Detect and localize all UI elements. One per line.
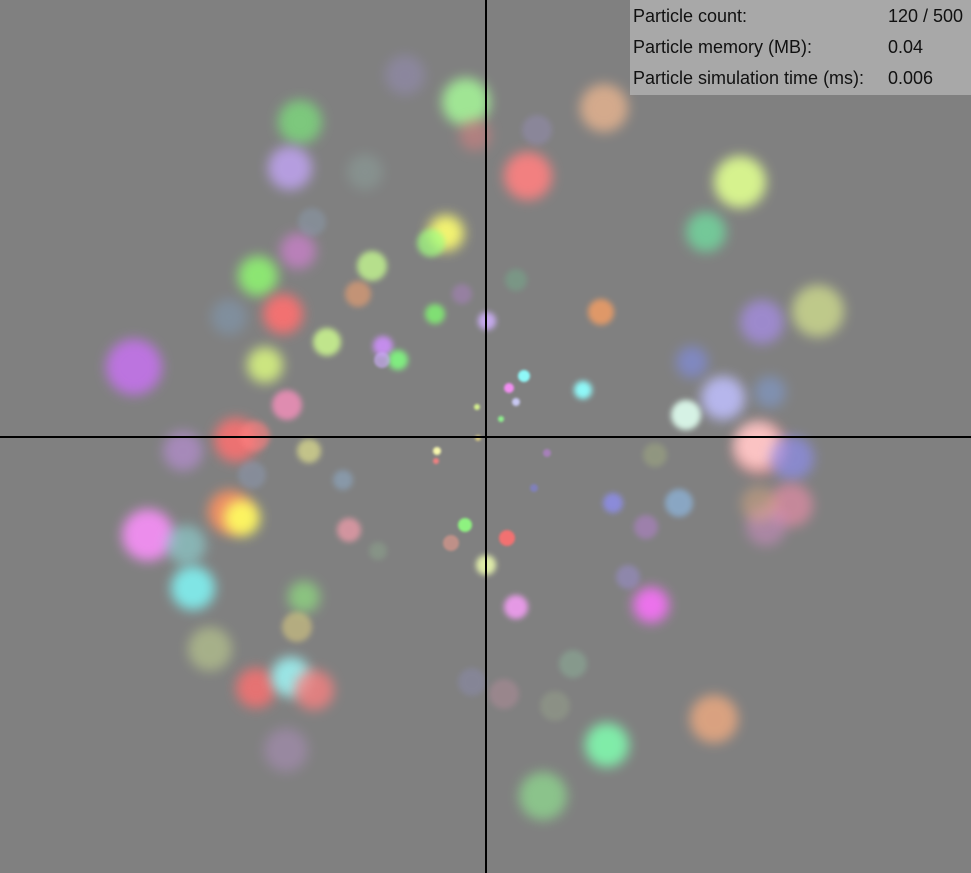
particle [373, 336, 393, 356]
particle [433, 458, 439, 464]
particle [504, 152, 552, 200]
particle [313, 328, 341, 356]
particle [369, 542, 387, 560]
particle [633, 587, 669, 623]
stat-value: 120 / 500 [888, 6, 964, 26]
particle [224, 500, 260, 536]
particle [282, 612, 312, 642]
particle [298, 208, 326, 236]
stat-label: Particle count: [633, 6, 748, 26]
particle [634, 515, 658, 539]
particle [518, 370, 530, 382]
particle [665, 489, 693, 517]
particle [297, 439, 321, 463]
particle [474, 404, 480, 410]
particle [643, 443, 667, 467]
particle [540, 691, 570, 721]
particle [478, 312, 496, 330]
particle [264, 728, 308, 772]
particle [425, 304, 445, 324]
particle [238, 256, 278, 296]
particle [530, 484, 538, 492]
particle [280, 233, 316, 269]
particle [603, 493, 623, 513]
particle [268, 146, 312, 190]
particle [452, 284, 472, 304]
particle [543, 449, 551, 457]
particle [489, 679, 519, 709]
horizontal-axis-line [0, 436, 971, 438]
particle [522, 115, 552, 145]
particle [333, 470, 353, 490]
particle [741, 486, 777, 522]
particle [498, 416, 504, 422]
particle [166, 525, 206, 565]
particle [247, 347, 283, 383]
particle [238, 461, 266, 489]
particle [171, 566, 215, 610]
stat-row-simulation-time: Particle simulation time (ms): 0.006 [630, 63, 971, 94]
particle [580, 84, 628, 132]
particle [574, 381, 592, 399]
stats-panel: Particle count: 120 / 500 Particle memor… [630, 0, 971, 95]
particle [236, 668, 276, 708]
particle [754, 376, 786, 408]
particle [163, 431, 203, 471]
particle [616, 565, 640, 589]
particle [504, 595, 528, 619]
particle [337, 518, 361, 542]
particle [272, 390, 302, 420]
particle [585, 723, 629, 767]
particle [519, 772, 567, 820]
particle [458, 518, 472, 532]
particle [499, 530, 515, 546]
particle [263, 294, 303, 334]
particle [690, 695, 738, 743]
particle [505, 269, 527, 291]
stat-label: Particle simulation time (ms): [633, 68, 865, 88]
particle [357, 251, 387, 281]
particle [188, 627, 232, 671]
particle [294, 670, 334, 710]
particle [686, 212, 726, 252]
particle [504, 383, 514, 393]
stat-label: Particle memory (MB): [633, 37, 813, 57]
particle [345, 281, 371, 307]
particle [278, 100, 322, 144]
particle [701, 376, 745, 420]
particle [211, 299, 247, 335]
stat-value: 0.006 [888, 68, 934, 88]
particle [288, 581, 320, 613]
particle [512, 398, 520, 406]
particle [443, 535, 459, 551]
particle [433, 447, 441, 455]
particle [347, 154, 383, 190]
particle [388, 350, 408, 370]
particle [106, 339, 162, 395]
stat-value: 0.04 [888, 37, 924, 57]
particle [770, 436, 814, 480]
particle [122, 509, 174, 561]
particle [676, 346, 708, 378]
particle [714, 156, 766, 208]
particle [374, 352, 390, 368]
particle [385, 55, 425, 95]
particle [417, 229, 445, 257]
particle [459, 119, 491, 151]
particle [559, 650, 587, 678]
particle [671, 400, 701, 430]
particle [740, 300, 784, 344]
stat-row-particle-memory: Particle memory (MB): 0.04 [630, 32, 971, 63]
stat-row-particle-count: Particle count: 120 / 500 [630, 1, 971, 32]
particle [458, 668, 486, 696]
particle [442, 78, 490, 126]
particle [588, 299, 614, 325]
particle [792, 285, 844, 337]
